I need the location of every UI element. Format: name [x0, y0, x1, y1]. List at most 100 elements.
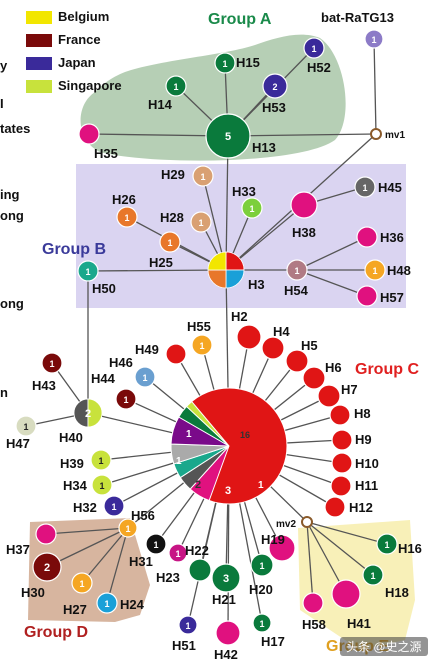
network-edge-H3-H50 — [87, 269, 227, 272]
haplotype-label-H8: H8 — [354, 406, 371, 421]
group-a-label: Group A — [208, 11, 272, 28]
haplotype-label-H57: H57 — [380, 290, 404, 305]
haplotype-node-H16 — [376, 533, 398, 555]
network-edge-bat-RaTG13-mv1 — [373, 38, 377, 135]
pie-count-h1-segment: 3 — [225, 485, 231, 497]
haplotype-label-H19: H19 — [261, 532, 285, 547]
haplotype-count-H22: 1 — [175, 549, 180, 559]
group-d-shading — [28, 518, 150, 622]
haplotype-count-H20: 1 — [259, 561, 264, 571]
haplotype-node-H33 — [241, 197, 263, 219]
haplotype-label-H29: H29 — [161, 167, 185, 182]
haplotype-count-H29: 1 — [200, 172, 205, 182]
haplotype-label-H18: H18 — [385, 585, 409, 600]
haplotype-count-H43: 1 — [49, 359, 54, 369]
haplotype-label-H15: H15 — [236, 55, 260, 70]
haplotype-node-H40-segment — [73, 398, 89, 428]
haplotype-node-H39 — [90, 449, 112, 471]
haplotype-count-H33: 1 — [249, 204, 254, 214]
haplotype-label-H51: H51 — [172, 638, 196, 653]
haplotype-label-H55: H55 — [187, 319, 211, 334]
haplotype-count-H48: 1 — [372, 266, 377, 276]
haplotype-label-H42: H42 — [214, 647, 238, 659]
haplotype-node-H34 — [91, 474, 113, 496]
network-edge-H13-H35 — [88, 133, 229, 137]
haplotype-count-H32: 1 — [111, 502, 116, 512]
haplotype-node-H24 — [96, 592, 118, 614]
haplotype-label-H12: H12 — [349, 500, 373, 515]
group-c-label: Group C — [355, 361, 419, 378]
pie-count-h1-segment: 2 — [195, 479, 201, 491]
haplotype-node-H31 — [145, 533, 167, 555]
haplotype-count-H44: 1 — [123, 395, 128, 405]
haplotype-node-H42 — [215, 620, 241, 646]
cropped-text-fragment: y — [0, 58, 8, 73]
haplotype-count-H54: 1 — [294, 266, 299, 276]
haplotype-node-H20 — [250, 553, 274, 577]
network-edge-H54-H57 — [296, 269, 368, 297]
haplotype-label-H30: H30 — [21, 585, 45, 600]
haplotype-label-H49: H49 — [135, 342, 159, 357]
network-edge-H56-H24 — [106, 527, 129, 604]
haplotype-node-H44 — [115, 388, 137, 410]
pie-count-h1-segment: 1 — [186, 429, 192, 440]
haplotype-label-H46: H46 — [109, 355, 133, 370]
legend-label-belgium: Belgium — [58, 9, 110, 24]
haplotype-label-H53: H53 — [262, 100, 286, 115]
haplotype-node-H48 — [364, 259, 386, 281]
pie-count-h1: 16 — [240, 430, 250, 440]
haplotype-node-H54 — [286, 259, 308, 281]
haplotype-node-H13 — [205, 113, 251, 159]
haplotype-count-H46: 1 — [142, 373, 147, 383]
haplotype-label-H45: H45 — [378, 180, 402, 195]
haplotype-node-H52 — [303, 37, 325, 59]
haplotype-node-H45 — [354, 176, 376, 198]
haplotype-count-H26: 1 — [124, 213, 129, 223]
haplotype-count-H55: 1 — [199, 341, 204, 351]
network-edge-H54-H36 — [296, 236, 368, 271]
haplotype-node-H26 — [116, 206, 138, 228]
haplotype-label-H27: H27 — [63, 602, 87, 617]
haplotype-node-H57 — [356, 285, 378, 307]
haplotype-node-H23 — [188, 558, 212, 582]
haplotype-label-H35: H35 — [94, 146, 118, 161]
haplotype-node-H9 — [331, 429, 353, 451]
haplotype-label-H14: H14 — [148, 97, 173, 112]
network-edge-H56-H27 — [81, 527, 129, 584]
haplotype-count-H27: 1 — [79, 579, 84, 589]
haplotype-node-H25 — [159, 231, 181, 253]
haplotype-label-H11: H11 — [355, 478, 378, 493]
haplotype-count-H17: 1 — [259, 619, 264, 629]
group-b-shading — [76, 164, 406, 308]
group-d-label: Group D — [24, 624, 88, 641]
haplotype-node-H41 — [331, 579, 361, 609]
pie-count-h1-segment: 1 — [176, 456, 182, 467]
haplotype-node-H36 — [356, 226, 378, 248]
haplotype-count-H39: 1 — [98, 456, 103, 466]
haplotype-node-H8 — [329, 404, 351, 426]
legend-swatch-japan — [26, 57, 52, 70]
haplotype-node-H51 — [178, 615, 198, 635]
haplotype-label-H48: H48 — [387, 263, 411, 278]
haplotype-label-H20: H20 — [249, 582, 273, 597]
haplotype-label-H38: H38 — [292, 225, 316, 240]
haplotype-node-H5 — [285, 349, 309, 373]
haplotype-label-H34: H34 — [63, 478, 88, 493]
group-b-label: Group B — [42, 241, 106, 258]
haplotype-node-H3-segment — [207, 251, 227, 271]
network-edge-mv1-H13 — [227, 133, 377, 137]
haplotype-label-H16: H16 — [398, 541, 422, 556]
haplotype-node-H35 — [78, 123, 100, 145]
cropped-text-fragment: ong — [0, 296, 24, 311]
haplotype-count-H15: 1 — [222, 59, 227, 69]
haplotype-label-H44: H44 — [91, 371, 116, 386]
haplotype-node-H19 — [268, 534, 296, 562]
haplotype-label-H22: H22 — [185, 543, 209, 558]
haplotype-node-H46 — [134, 366, 156, 388]
haplotype-node-H53 — [262, 73, 288, 99]
median-vector-mv2 — [301, 516, 313, 528]
haplotype-label-H40: H40 — [59, 430, 83, 445]
haplotype-label-H7: H7 — [341, 382, 358, 397]
haplotype-count-H56: 1 — [125, 524, 130, 534]
haplotype-label-H52: H52 — [307, 60, 331, 75]
